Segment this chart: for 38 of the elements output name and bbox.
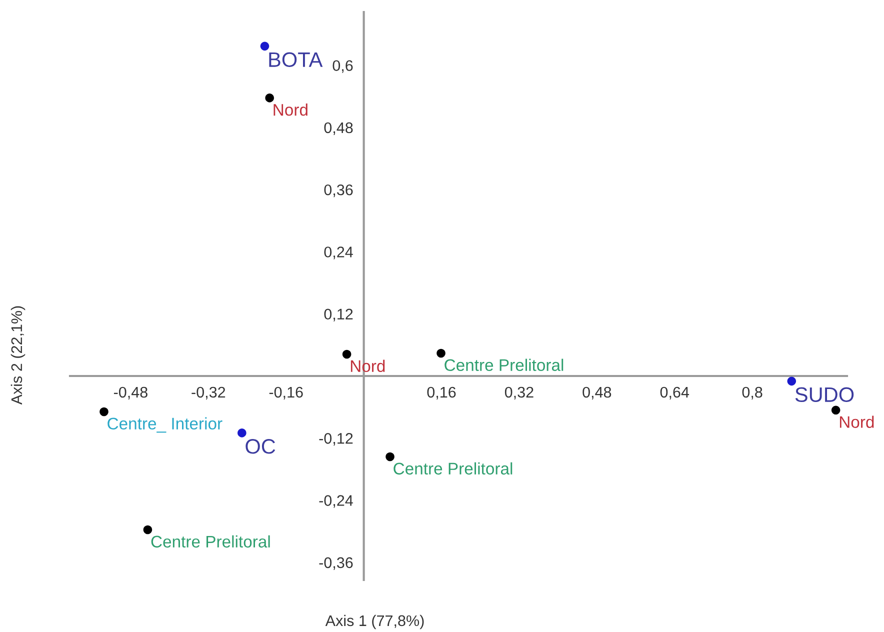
y-tick-label: 0,24	[324, 246, 353, 260]
x-tick-label: 0,64	[660, 386, 690, 400]
series-label: SUDO	[795, 387, 854, 402]
x-tick-label: -0,48	[114, 386, 148, 400]
text: Centre Prelitoral	[394, 462, 512, 475]
series-label: Centre_ Interior	[108, 417, 222, 433]
x-axis-title: Axis 1 (77,8%)	[325, 614, 424, 630]
series-label: Centre Prelitoral	[444, 358, 564, 372]
text: Nord	[350, 360, 385, 372]
y-tick-label: -0,24	[319, 495, 353, 508]
point	[386, 452, 394, 462]
y-axis-title: Axis 2 (22,1%)	[10, 306, 26, 405]
text: Nord	[840, 416, 874, 428]
y-tick-label: 0,36	[324, 184, 353, 198]
y-tick-label: 0,48	[324, 122, 353, 135]
y-tick-label: -0,36	[319, 557, 353, 570]
point	[260, 42, 270, 51]
point	[143, 525, 152, 534]
point	[238, 428, 246, 438]
point	[787, 376, 796, 386]
y-tick-label: -0,12	[319, 432, 353, 446]
x-tick-label: 0,8	[742, 386, 762, 400]
y-tick-label: 0,12	[324, 308, 353, 322]
series-label: Nord	[274, 104, 308, 116]
point	[265, 94, 274, 102]
point	[100, 407, 108, 416]
series-label: BOTA	[269, 52, 323, 68]
x-tick-label: -0,32	[192, 386, 226, 400]
text: Centre Prelitoral	[151, 535, 270, 548]
x-tick-label: 0,16	[427, 386, 456, 400]
x-tick-label: -0,16	[269, 386, 303, 400]
x-tick-label: 0,48	[582, 386, 612, 400]
series-label: OC	[246, 439, 276, 454]
point	[342, 350, 352, 359]
point	[436, 348, 446, 358]
x-tick-label: 0,32	[504, 386, 534, 400]
y-tick-label: 0,6	[332, 60, 353, 73]
point	[831, 406, 840, 415]
